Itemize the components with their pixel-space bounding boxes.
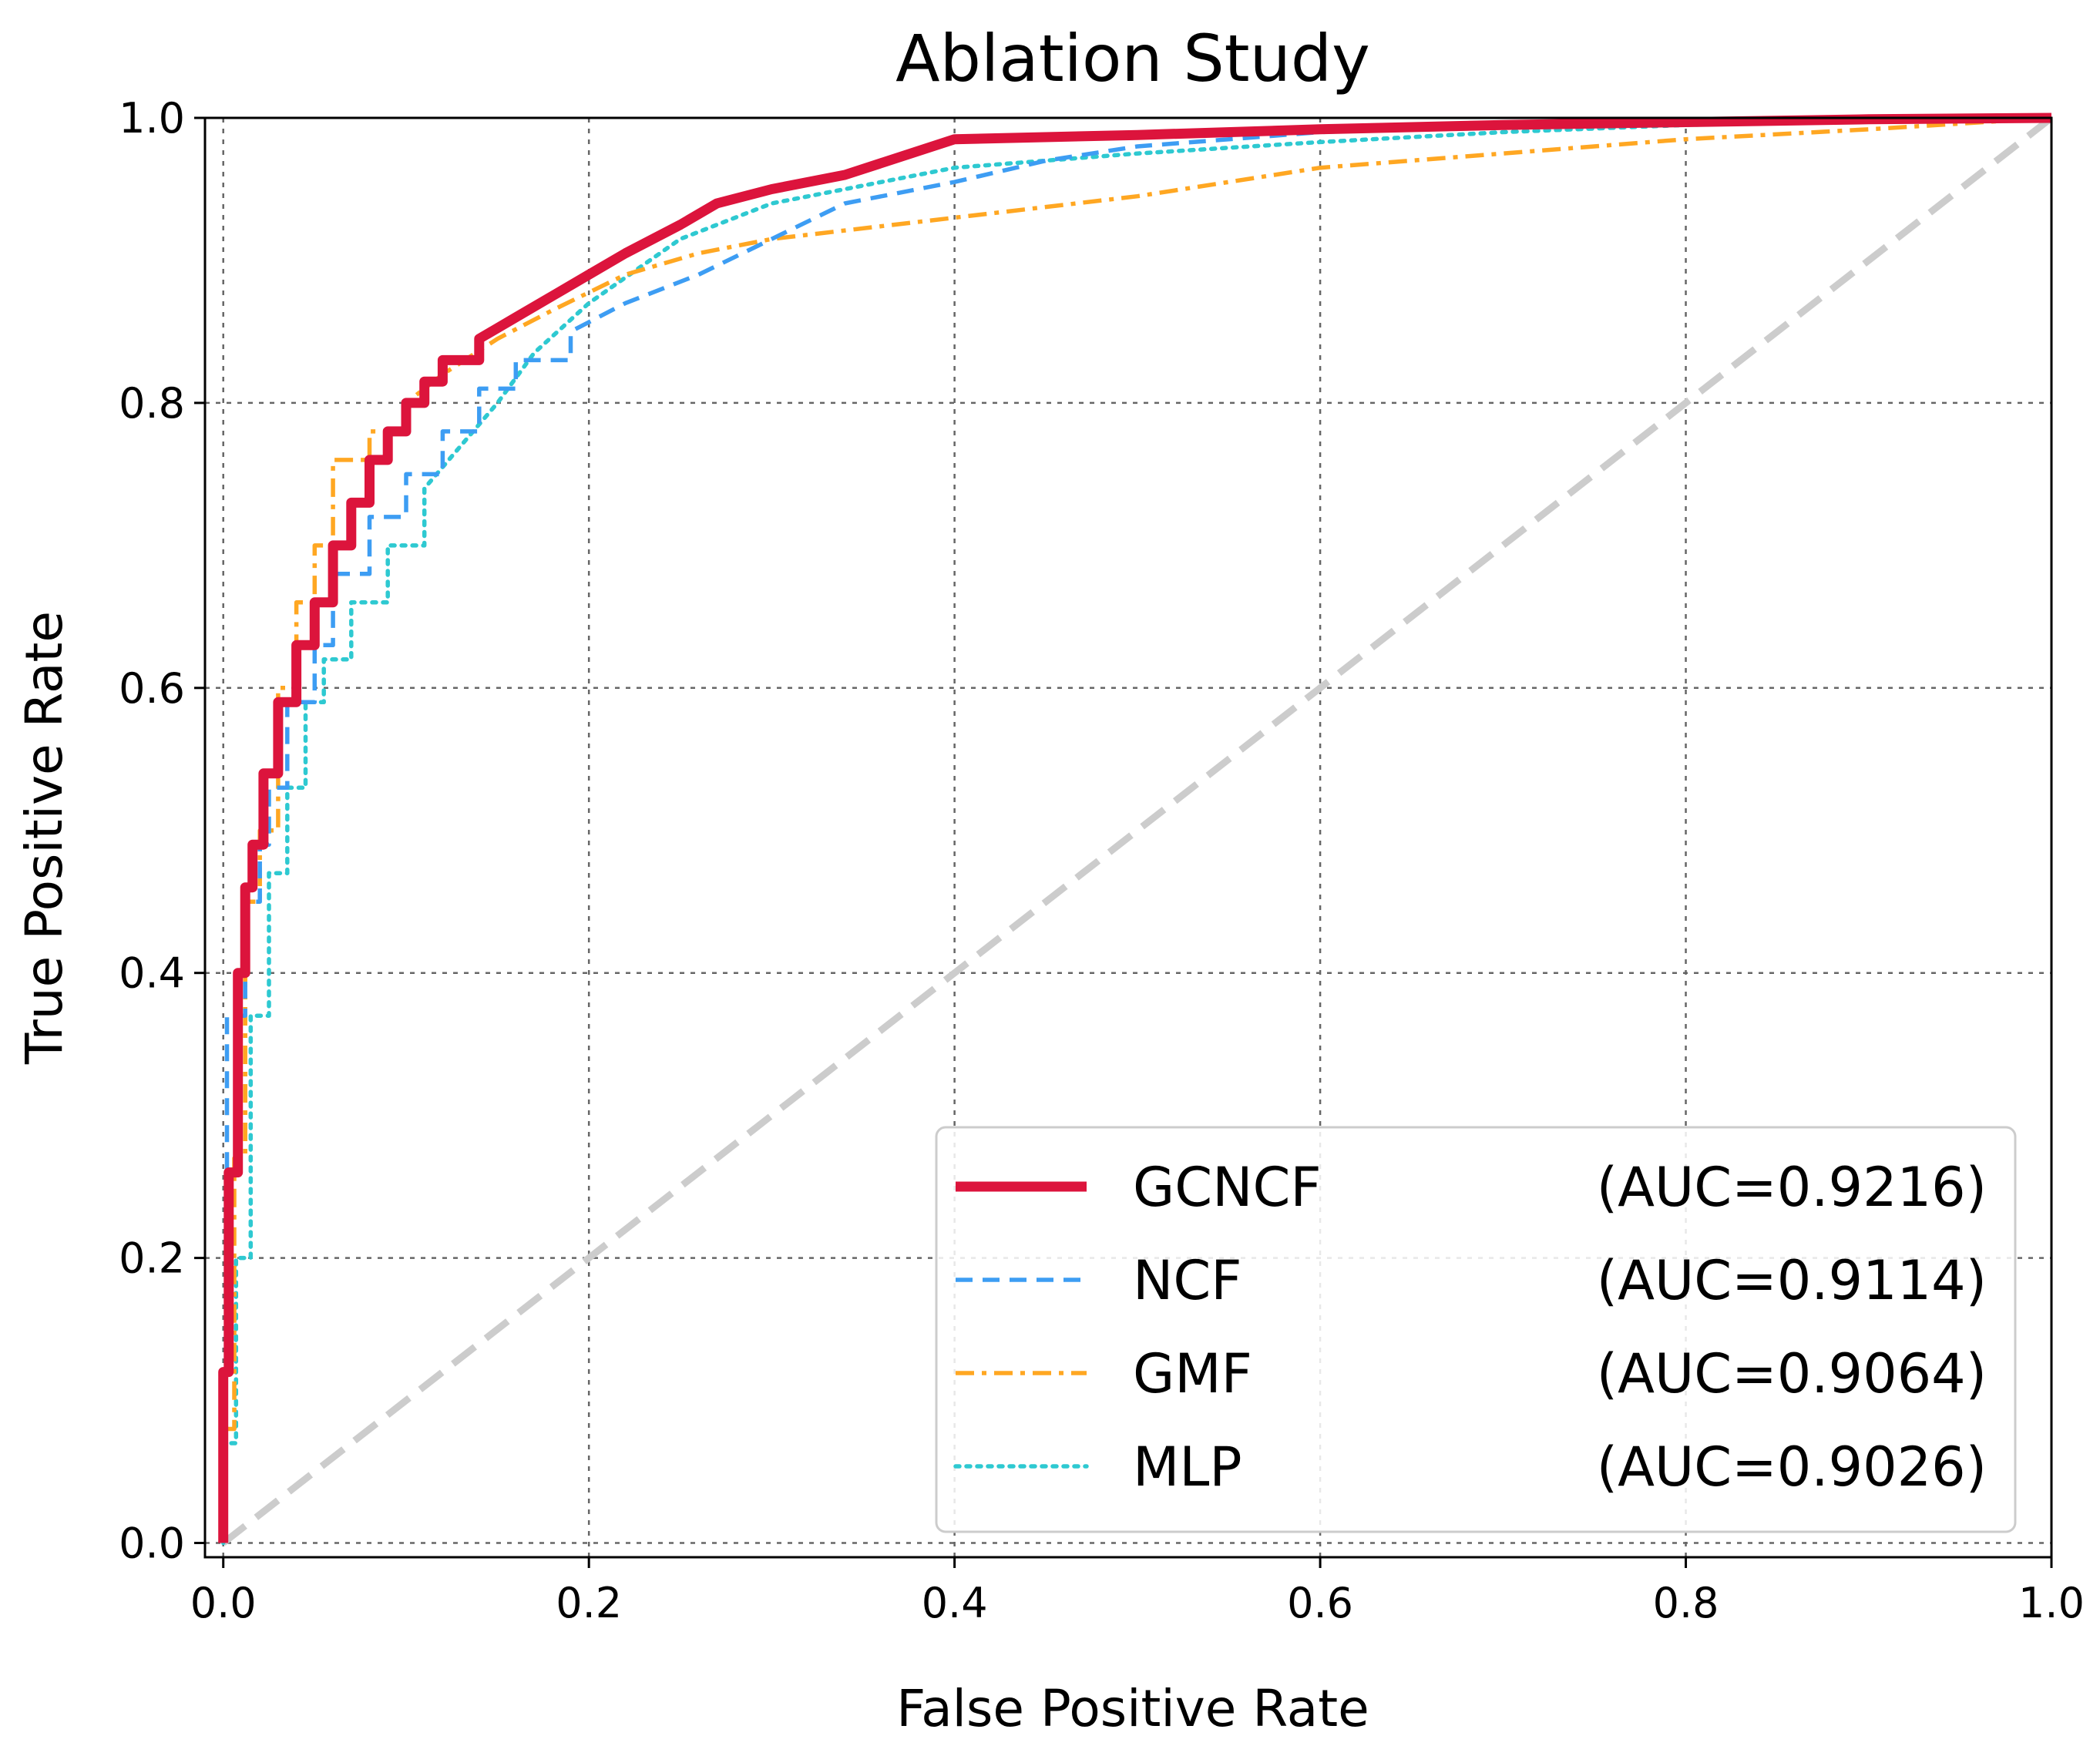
legend: GCNCF (AUC=0.9216) NCF (AUC=0.9114) GMF (AUC=… <box>935 1126 2017 1533</box>
reference-diagonal <box>220 115 2054 1546</box>
y-axis-label: True Positive Rate <box>15 611 74 1065</box>
legend-auc-mlp: (AUC=0.9026) <box>1597 1435 1987 1499</box>
y-tick-label-5: 1.0 <box>119 94 185 143</box>
x-tick-label-2: 0.4 <box>922 1579 988 1627</box>
chart-title: Ablation Study <box>895 21 1370 96</box>
x-axis-ticks: 0.0 0.2 0.4 0.6 0.8 1.0 <box>190 1557 2085 1627</box>
legend-auc-gcncf: (AUC=0.9216) <box>1597 1156 1987 1219</box>
series-line-ncf <box>220 116 2052 1543</box>
y-tick-label-4: 0.8 <box>119 379 185 428</box>
x-tick-label-3: 0.6 <box>1287 1579 1353 1627</box>
series-line-mlp <box>220 116 2054 1546</box>
legend-label-gmf: GMF <box>1133 1342 1252 1405</box>
legend-auc-gmf: (AUC=0.9064) <box>1597 1342 1987 1405</box>
x-tick-label-1: 0.2 <box>556 1579 622 1627</box>
roc-curves <box>218 112 2054 1546</box>
series-line-gcncf <box>218 112 2052 1543</box>
y-axis-ticks: 0.0 0.2 0.4 0.6 0.8 1.0 <box>119 94 205 1568</box>
series-line-gmf <box>220 116 2052 1543</box>
x-tick-label-5: 1.0 <box>2018 1579 2085 1627</box>
legend-label-ncf: NCF <box>1133 1249 1242 1312</box>
legend-label-mlp: MLP <box>1133 1435 1242 1499</box>
y-tick-label-3: 0.6 <box>119 664 185 713</box>
chance-line <box>220 115 2054 1546</box>
y-tick-label-2: 0.4 <box>119 949 185 998</box>
legend-box <box>935 1126 2017 1533</box>
y-tick-label-1: 0.2 <box>119 1234 185 1283</box>
legend-label-gcncf: GCNCF <box>1133 1156 1322 1219</box>
x-tick-label-4: 0.8 <box>1653 1579 1719 1627</box>
x-tick-label-0: 0.0 <box>190 1579 257 1627</box>
plot-frame <box>203 116 2053 1559</box>
y-tick-label-0: 0.0 <box>119 1519 185 1568</box>
x-axis-label: False Positive Rate <box>896 1679 1369 1738</box>
legend-auc-ncf: (AUC=0.9114) <box>1597 1249 1987 1312</box>
